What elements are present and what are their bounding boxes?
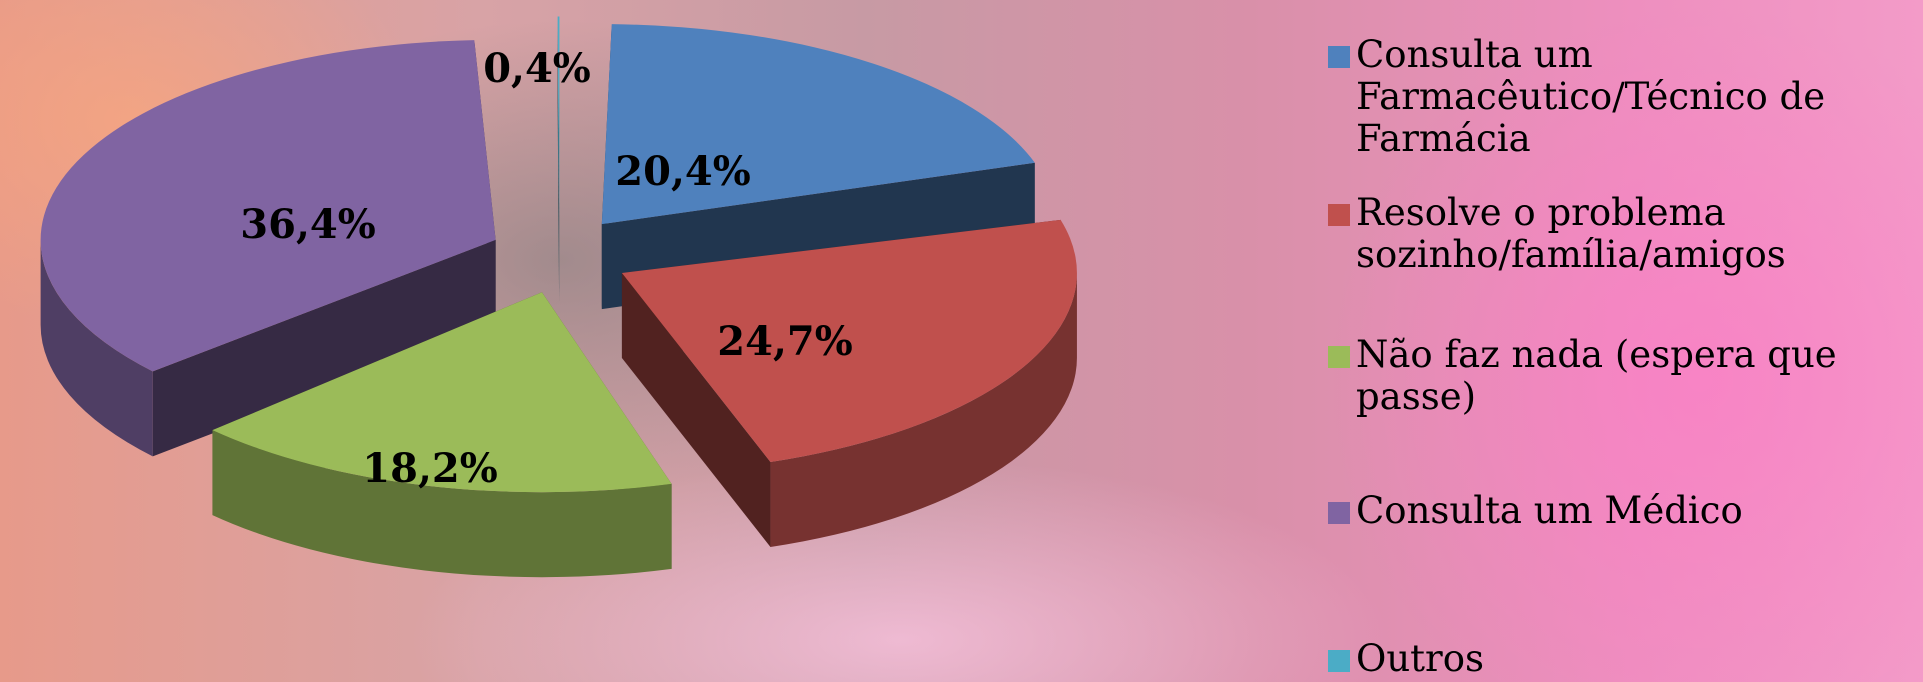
pie-slice-3-top xyxy=(40,40,496,372)
legend-swatch-3 xyxy=(1328,502,1350,524)
legend-item-4: Outros xyxy=(1328,638,1923,680)
pie-data-label-3: 36,4% xyxy=(240,201,375,248)
legend-swatch-0 xyxy=(1328,46,1350,68)
pie-slice-1-side-1 xyxy=(621,272,771,547)
pie-slice-2 xyxy=(212,292,672,578)
pie-slice-3 xyxy=(40,40,496,457)
pie-slice-0-top xyxy=(601,24,1035,225)
pie-data-label-1: 24,7% xyxy=(717,318,852,365)
legend: Consulta um Farmacêutico/Técnico de Farmác… xyxy=(1328,34,1923,682)
legend-label-2: Não faz nada (espera que passe) xyxy=(1356,333,1837,418)
pie-slice-1-top xyxy=(621,219,1077,462)
legend-swatch-2 xyxy=(1328,346,1350,368)
legend-swatch-1 xyxy=(1328,204,1350,226)
legend-item-3: Consulta um Médico xyxy=(1328,490,1923,532)
pie-slice-4 xyxy=(557,16,560,302)
legend-item-2: Não faz nada (espera que passe) xyxy=(1328,334,1923,418)
legend-item-1: Resolve o problema sozinho/família/amigos xyxy=(1328,192,1923,276)
pie-slice-2-wall-0 xyxy=(212,430,672,578)
pie-slices xyxy=(40,16,1077,578)
legend-label-3: Consulta um Médico xyxy=(1356,489,1743,532)
pie-slice-4-side-0 xyxy=(557,16,560,302)
pie-slice-3-side-0 xyxy=(152,239,496,457)
legend-label-1: Resolve o problema sozinho/família/amigos xyxy=(1356,191,1786,276)
legend-swatch-4 xyxy=(1328,650,1350,672)
legend-item-0: Consulta um Farmacêutico/Técnico de Farmác… xyxy=(1328,34,1923,160)
legend-label-4: Outros xyxy=(1356,637,1484,680)
pie-slice-4-top xyxy=(557,16,560,217)
pie-data-label-2: 18,2% xyxy=(362,445,497,492)
pie-slice-3-wall-0 xyxy=(40,239,153,457)
pie-data-label-4: 0,4% xyxy=(483,45,591,92)
pie-slice-1 xyxy=(621,219,1077,547)
pie-data-label-0: 20,4% xyxy=(615,148,750,195)
pie-data-labels: 20,4% 24,7% 18,2% 36,4% 0,4% xyxy=(240,45,852,492)
pie-slice-2-top xyxy=(212,292,672,493)
legend-label-0: Consulta um Farmacêutico/Técnico de Farmác… xyxy=(1356,33,1826,160)
pie-slice-1-wall-0 xyxy=(770,272,1077,547)
